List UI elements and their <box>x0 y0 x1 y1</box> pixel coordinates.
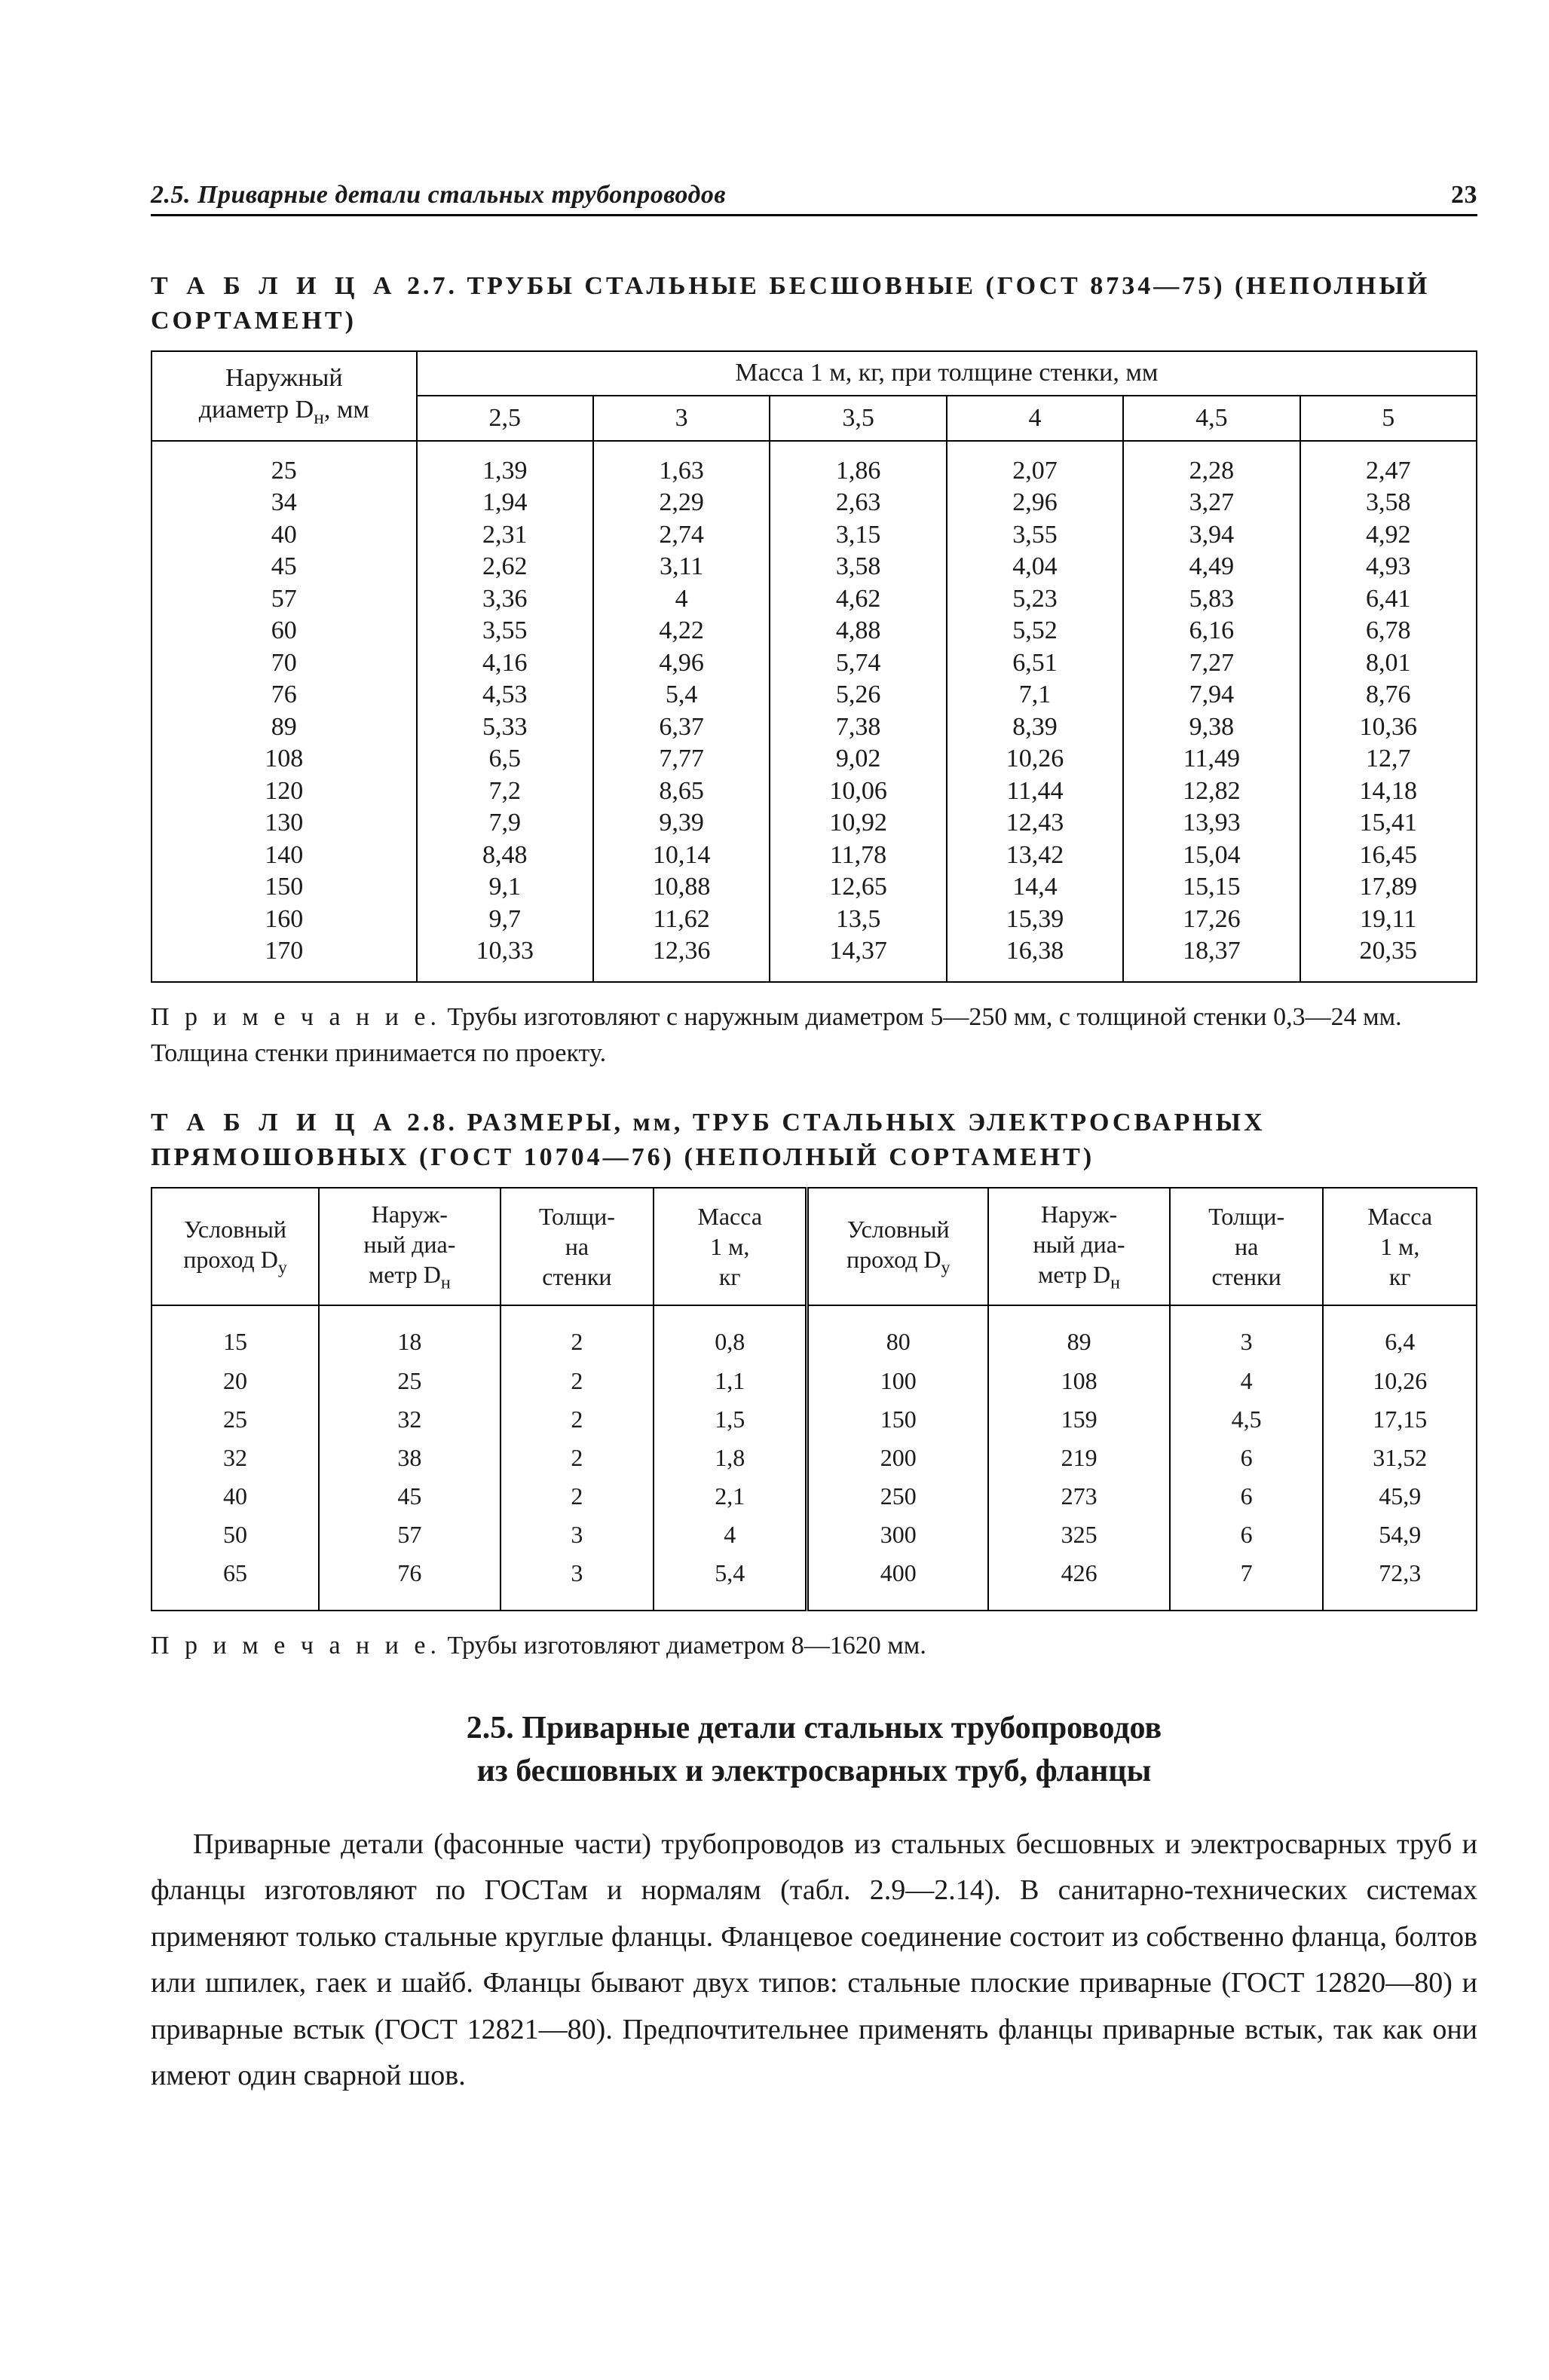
col-t: Толщи- на стенки <box>501 1188 654 1305</box>
mass-col: 2,47 3,58 4,92 4,93 6,41 6,78 8,01 8,76 … <box>1300 441 1477 982</box>
table-2-8-note: П р и м е ч а н и е. Трубы изготовляют д… <box>151 1628 1477 1664</box>
page: 2.5. Приварные детали стальных трубопров… <box>0 0 1549 2249</box>
header-row: Условный проход Dу Наруж- ный диа- метр … <box>152 1188 1477 1305</box>
section-2-5-body: Приварные детали (фасонные части) трубоп… <box>151 1822 1477 2100</box>
table-2-7-caption: Т А Б Л И Ц А 2.7. ТРУБЫ СТАЛЬНЫЕ БЕСШОВ… <box>151 269 1477 338</box>
diameter-col: 25 34 40 45 57 60 70 76 89 108 120 130 1… <box>152 441 417 982</box>
page-number: 23 <box>1451 181 1477 210</box>
wall-col: 5 <box>1300 396 1477 441</box>
caption-label: Т А Б Л И Ц А <box>151 1109 398 1136</box>
t-col: 3 4 4,5 6 6 6 7 <box>1170 1305 1324 1610</box>
col-m: Масса 1 м, кг <box>654 1188 807 1305</box>
section-2-5-title: 2.5. Приварные детали стальных трубопров… <box>151 1707 1477 1792</box>
col-dn: Наруж- ный диа- метр Dн <box>988 1188 1170 1305</box>
running-head-text: 2.5. Приварные детали стальных трубопров… <box>151 181 726 210</box>
wall-col: 4,5 <box>1123 396 1300 441</box>
col-m: Масса 1 м, кг <box>1323 1188 1477 1305</box>
wall-col: 3,5 <box>770 396 946 441</box>
col-t: Толщи- на стенки <box>1170 1188 1324 1305</box>
running-head: 2.5. Приварные детали стальных трубопров… <box>151 181 1477 216</box>
table-2-7: Наружный диаметр Dн, мм Масса 1 м, кг, п… <box>151 350 1477 983</box>
wall-col: 3 <box>593 396 770 441</box>
table-2-7-note: П р и м е ч а н и е. Трубы изготовляют с… <box>151 999 1477 1071</box>
m-col: 0,8 1,1 1,5 1,8 2,1 4 5,4 <box>654 1305 807 1610</box>
note-text: Трубы изготовляют диаметром 8—1620 мм. <box>448 1632 926 1660</box>
m-col: 6,4 10,26 17,15 31,52 45,9 54,9 72,3 <box>1323 1305 1477 1610</box>
dn-col: 89 108 159 219 273 325 426 <box>988 1305 1170 1610</box>
mass-col: 1,39 1,94 2,31 2,62 3,36 3,55 4,16 4,53 … <box>417 441 593 982</box>
col-dy: Условный проход Dу <box>807 1188 989 1305</box>
mass-col: 1,86 2,63 3,15 3,58 4,62 4,88 5,74 5,26 … <box>770 441 946 982</box>
mass-col: 1,63 2,29 2,74 3,11 4 4,22 4,96 5,4 6,37… <box>593 441 770 982</box>
data-row: 25 34 40 45 57 60 70 76 89 108 120 130 1… <box>152 441 1477 982</box>
dn-col: 18 25 32 38 45 57 76 <box>319 1305 501 1610</box>
wall-col: 4 <box>947 396 1123 441</box>
dy-col: 15 20 25 32 40 50 65 <box>152 1305 319 1610</box>
note-label: П р и м е ч а н и е. <box>151 1003 441 1031</box>
caption-number: 2.8. <box>407 1109 458 1136</box>
table-2-8-caption: Т А Б Л И Ц А 2.8. РАЗМЕРЫ, мм, ТРУБ СТА… <box>151 1106 1477 1175</box>
caption-number: 2.7. <box>407 272 458 300</box>
dy-col: 80 100 150 200 250 300 400 <box>807 1305 989 1610</box>
mass-col: 2,28 3,27 3,94 4,49 5,83 6,16 7,27 7,94 … <box>1123 441 1300 982</box>
mass-col: 2,07 2,96 3,55 4,04 5,23 5,52 6,51 7,1 8… <box>947 441 1123 982</box>
col-dn: Наруж- ный диа- метр Dн <box>319 1188 501 1305</box>
t-col: 2 2 2 2 2 3 3 <box>501 1305 654 1610</box>
data-row: 15 20 25 32 40 50 65 18 25 32 38 45 57 7… <box>152 1305 1477 1610</box>
wall-col: 2,5 <box>417 396 593 441</box>
group-header: Масса 1 м, кг, при толщине стенки, мм <box>417 351 1477 396</box>
caption-label: Т А Б Л И Ц А <box>151 272 398 300</box>
col-dy: Условный проход Dу <box>152 1188 319 1305</box>
note-label: П р и м е ч а н и е. <box>151 1632 441 1660</box>
rowhead: Наружный диаметр Dн, мм <box>152 351 417 441</box>
table-2-8: Условный проход Dу Наруж- ный диа- метр … <box>151 1187 1477 1611</box>
